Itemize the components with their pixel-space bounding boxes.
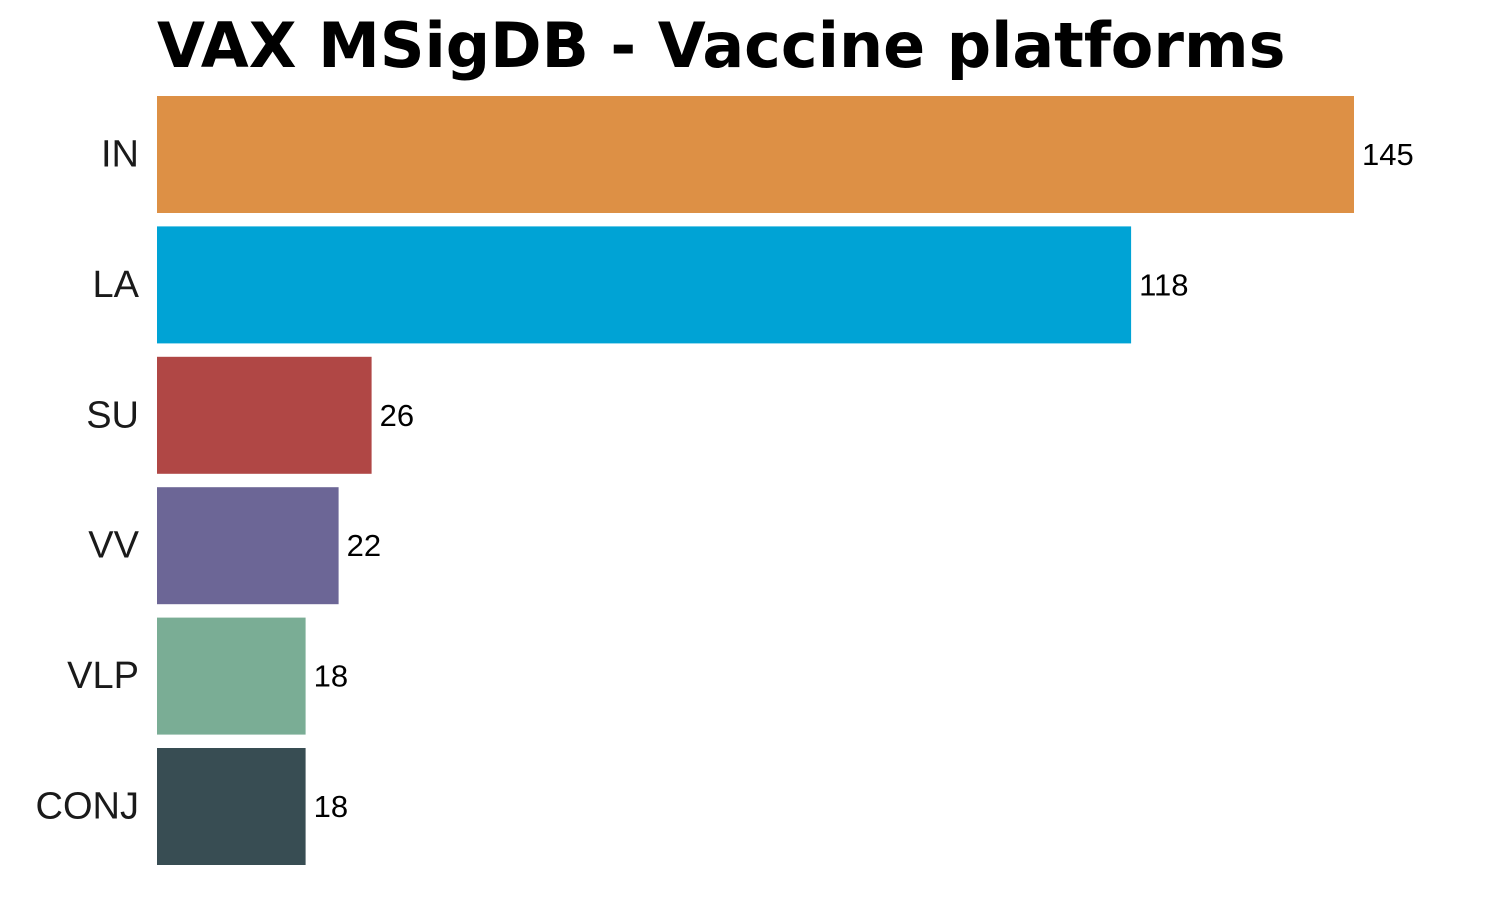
chart-title: VAX MSigDB - Vaccine platforms	[157, 9, 1286, 82]
bar-la	[157, 226, 1132, 344]
category-label-conj: CONJ	[36, 786, 139, 828]
category-label-su: SU	[86, 394, 139, 436]
value-label-la: 118	[1139, 267, 1188, 302]
bar-su	[157, 356, 372, 474]
category-label-vlp: VLP	[67, 655, 139, 697]
bar-vv	[157, 487, 339, 605]
bars-group	[157, 96, 1354, 865]
bar-vlp	[157, 617, 306, 735]
category-label-la: LA	[93, 264, 140, 306]
value-label-su: 26	[380, 398, 414, 433]
category-label-in: IN	[101, 134, 139, 176]
category-labels-group: IN LA SU VV VLP CONJ	[36, 134, 140, 828]
value-label-conj: 18	[314, 789, 348, 824]
bar-conj	[157, 748, 306, 865]
value-label-vv: 22	[347, 528, 381, 563]
value-labels-group: 145 118 26 22 18 18	[314, 137, 1414, 824]
bar-in	[157, 96, 1354, 213]
value-label-in: 145	[1362, 137, 1414, 172]
category-label-vv: VV	[88, 525, 139, 567]
value-label-vlp: 18	[314, 659, 348, 694]
